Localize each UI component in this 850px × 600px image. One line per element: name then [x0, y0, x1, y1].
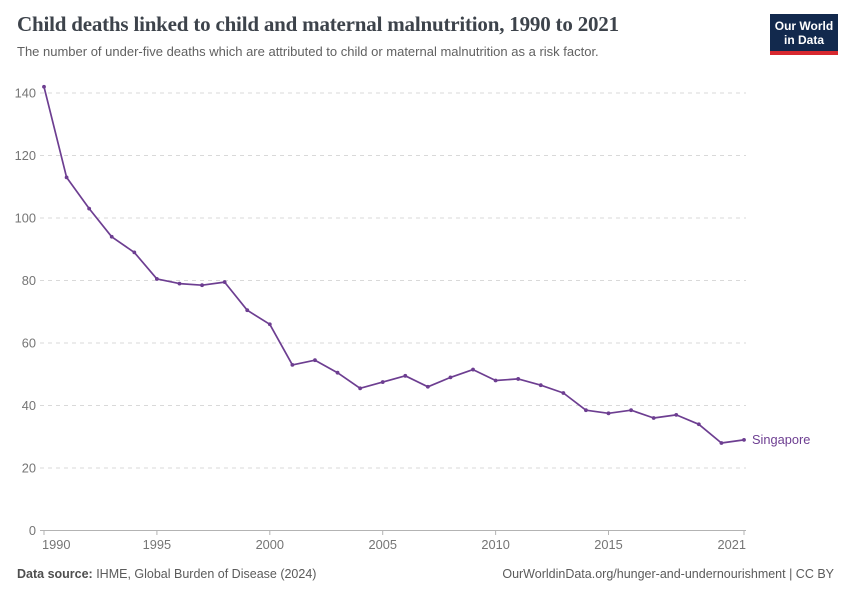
data-point [538, 383, 543, 388]
data-point [177, 281, 182, 286]
x-tick-label: 1995 [143, 537, 171, 552]
y-tick-label: 140 [15, 86, 36, 101]
data-point [87, 206, 92, 211]
x-tick-label: 1990 [42, 537, 70, 552]
footer-credit: OurWorldinData.org/hunger-and-undernouri… [502, 567, 834, 581]
data-point [448, 375, 453, 380]
data-point [267, 322, 272, 327]
chart-subtitle: The number of under-five deaths which ar… [17, 44, 599, 59]
data-point [403, 373, 408, 378]
y-tick-label: 40 [22, 398, 36, 413]
y-tick-label: 0 [29, 523, 36, 538]
data-point [358, 386, 363, 391]
data-point [584, 408, 588, 413]
data-point [222, 280, 227, 284]
series-label-singapore: Singapore [752, 432, 810, 447]
data-point [64, 175, 69, 180]
x-tick-label: 2021 [718, 537, 746, 552]
chart-header: Child deaths linked to child and materna… [17, 12, 747, 59]
chart-footer: Data source: IHME, Global Burden of Dise… [17, 567, 834, 581]
source-text: IHME, Global Burden of Disease (2024) [92, 567, 317, 581]
data-point [742, 437, 746, 442]
logo-line-2: in Data [783, 33, 824, 47]
y-tick-label: 80 [22, 273, 36, 288]
data-point [425, 384, 430, 389]
data-point [132, 250, 137, 255]
source-label: Data source: [17, 567, 93, 581]
data-point [109, 234, 114, 239]
series-line-singapore [43, 86, 745, 444]
data-point [629, 408, 633, 413]
y-tick-label: 100 [15, 211, 36, 226]
x-tick-label: 2000 [256, 537, 284, 552]
data-point [516, 377, 521, 381]
page-title: Child deaths linked to child and materna… [17, 12, 619, 36]
x-tick-label: 2015 [594, 537, 622, 552]
data-point [42, 84, 46, 89]
data-point [155, 277, 159, 281]
data-point [471, 367, 475, 372]
footer-source: Data source: IHME, Global Burden of Dise… [17, 567, 316, 581]
y-tick-label: 120 [15, 148, 36, 163]
data-point [696, 422, 701, 427]
x-tick-label: 2005 [368, 537, 396, 552]
data-point [674, 412, 679, 417]
data-point [606, 411, 611, 416]
data-point [313, 358, 317, 363]
x-tick-label: 2010 [481, 537, 509, 552]
y-tick-label: 60 [22, 336, 36, 351]
data-point [651, 416, 656, 420]
data-point [335, 370, 340, 375]
data-point [380, 380, 385, 384]
data-point [245, 308, 250, 313]
y-tick-label: 20 [22, 461, 36, 476]
data-point [561, 391, 566, 395]
logo-line-1: Our World [774, 19, 834, 33]
data-point [493, 378, 498, 383]
data-point [290, 362, 295, 367]
owid-logo: Our World in Data [770, 14, 838, 55]
data-point [719, 441, 724, 445]
data-point [200, 283, 204, 288]
